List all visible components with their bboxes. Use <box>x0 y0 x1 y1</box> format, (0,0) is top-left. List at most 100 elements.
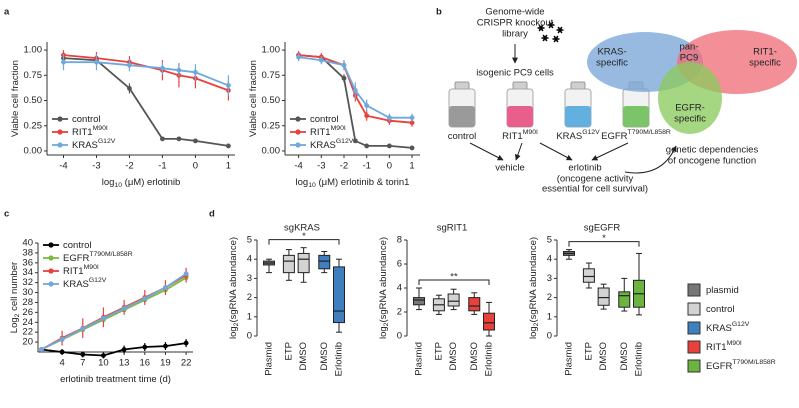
legend-label: RIT1M90I <box>72 125 108 137</box>
venn-label: pan- <box>679 42 698 53</box>
legend-marker <box>57 116 63 122</box>
panel-label: c <box>4 209 9 220</box>
data-point <box>341 62 347 68</box>
data-point <box>183 271 189 277</box>
library-label: Genome-wide <box>485 7 544 18</box>
legend-marker <box>48 242 54 248</box>
y-tick-label: 4 <box>547 254 552 265</box>
bottle-label: KRASG12V <box>556 129 600 141</box>
legend-marker <box>57 142 63 148</box>
erlotinib-note: essential for cell survival) <box>542 184 648 195</box>
y-tick-label: 6 <box>397 259 402 270</box>
box <box>318 254 331 270</box>
y-tick-label: 0.75 <box>24 70 43 81</box>
bottle-label: RIT1M90I <box>502 129 538 141</box>
data-point <box>59 336 65 342</box>
y-tick-label: 30 <box>22 287 33 298</box>
legend-marker <box>48 255 54 261</box>
y-tick-label: 40 <box>22 238 33 249</box>
y-axis-label: log2(sgRNA abundance) <box>228 237 241 339</box>
y-tick-label: 1 <box>247 311 252 322</box>
x-tick-label: DMSO <box>619 342 630 371</box>
text-part: KRAS <box>63 279 89 290</box>
text-part: M90I <box>523 129 538 136</box>
y-tick-label: 5 <box>547 235 552 246</box>
significance-bracket <box>268 239 340 245</box>
x-tick-label: 0 <box>387 161 392 172</box>
data-point <box>364 103 370 108</box>
x-tick-label: Plasmid <box>564 342 575 376</box>
x-tick-label: ETP <box>283 342 294 360</box>
box <box>297 252 310 274</box>
legend-label: control <box>706 304 735 315</box>
text-part: control <box>72 114 101 125</box>
y-tick-label: 32 <box>22 277 33 288</box>
data-point <box>296 54 302 60</box>
y-tick-label: 3 <box>247 273 252 284</box>
text-part: EGFR <box>706 361 733 372</box>
legend-label: control <box>310 114 339 125</box>
text-part: 10 <box>114 182 122 189</box>
text-part: M90I <box>84 264 99 271</box>
data-point <box>226 143 231 149</box>
data-point <box>39 347 44 352</box>
y-tick-label: 0.75 <box>262 70 281 81</box>
data-point <box>341 75 347 81</box>
venn-set <box>658 62 722 134</box>
box <box>413 297 425 306</box>
x-tick-label: 13 <box>119 358 130 369</box>
y-tick-label: 0.25 <box>24 120 43 131</box>
x-axis-label: log10 (μM) erlotinib <box>102 177 181 190</box>
legend-marker <box>295 142 301 148</box>
text-part: 2 <box>533 322 540 326</box>
significance-bracket <box>418 279 490 285</box>
x-tick-label: 22 <box>181 358 192 369</box>
legend-swatch <box>687 321 701 335</box>
x-tick-label: ETP <box>583 342 594 360</box>
data-point <box>318 57 324 63</box>
text-part: G12V <box>98 138 116 145</box>
y-tick-label: 8 <box>397 235 402 246</box>
text-part: 2 <box>383 322 390 326</box>
text-part: Log <box>9 317 20 333</box>
data-point <box>80 352 86 357</box>
data-point <box>193 69 198 75</box>
text-part: G12V <box>336 138 354 145</box>
legend-label: control <box>72 114 101 125</box>
y-tick-label: 1.00 <box>262 45 281 56</box>
vehicle-label: vehicle <box>495 163 525 174</box>
x-tick-label: -2 <box>125 161 133 172</box>
text-part: G12V <box>732 321 750 328</box>
data-point <box>193 138 198 144</box>
bottle-liquid <box>623 106 649 127</box>
panel-label: d <box>209 209 215 220</box>
text-part: KRAS <box>72 140 98 151</box>
legend-swatch <box>687 340 701 354</box>
text-part: M90I <box>93 125 108 132</box>
box <box>468 297 481 312</box>
data-point <box>409 115 415 121</box>
text-part: T790M/L858R <box>732 359 775 366</box>
data-point <box>163 285 168 290</box>
series-line <box>41 342 187 357</box>
text-part: (sgRNA abundance) <box>528 237 539 323</box>
data-point <box>163 343 168 349</box>
text-part: control <box>448 131 477 142</box>
text-part: log <box>102 177 115 188</box>
y-tick-label: 3 <box>547 273 552 284</box>
text-part: log <box>378 326 389 339</box>
data-point <box>183 340 189 346</box>
library-label: CRISPR knockout <box>477 18 554 29</box>
data-point <box>142 296 148 301</box>
data-point <box>386 143 392 149</box>
box <box>618 291 631 308</box>
legend-swatch <box>687 302 701 316</box>
library-label: library <box>502 29 528 40</box>
text-part: M90I <box>727 340 742 347</box>
y-axis-label: Viable cell fraction <box>10 60 21 137</box>
legend-swatch <box>687 359 701 373</box>
text-part: (μM) erlotinib <box>122 177 180 188</box>
text-part: M90I <box>331 125 346 132</box>
data-point <box>121 306 127 311</box>
x-tick-label: DMSO <box>298 342 309 371</box>
